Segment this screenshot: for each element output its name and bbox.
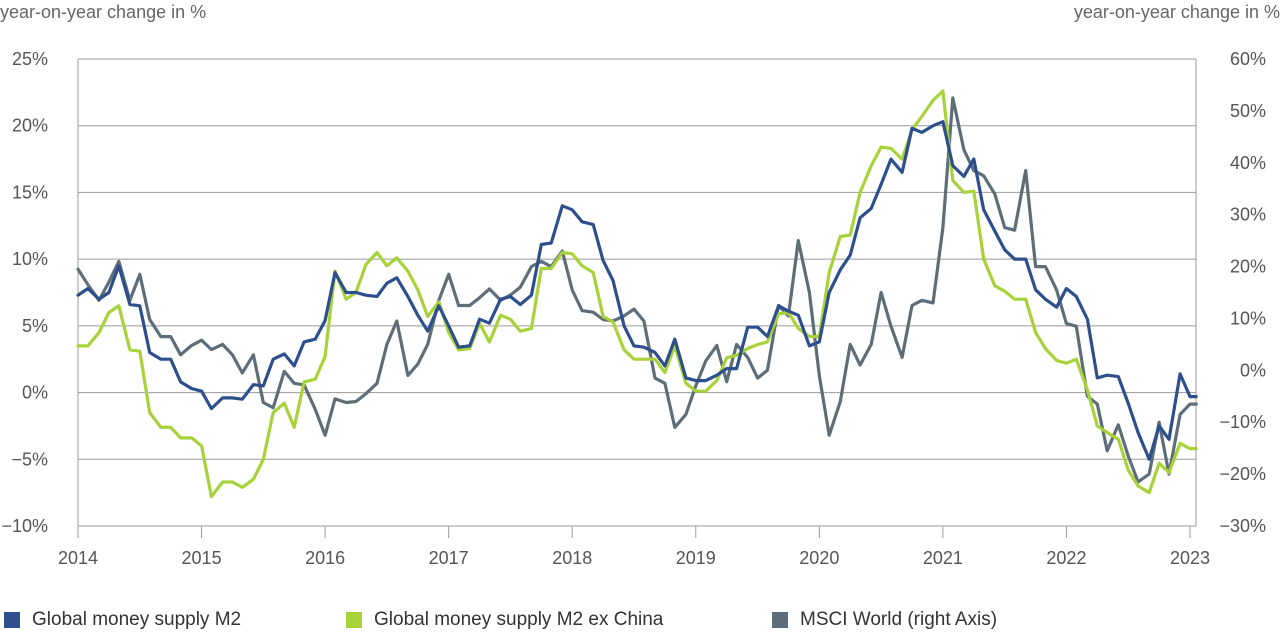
x-tick-label: 2014: [58, 548, 98, 568]
x-tick-label: 2018: [552, 548, 592, 568]
x-tick-label: 2016: [305, 548, 345, 568]
legend-item-m2: Global money supply M2: [4, 609, 241, 631]
right-tick-label: −20%: [1219, 464, 1266, 484]
left-tick-label: −5%: [11, 449, 48, 469]
gridlines: [77, 58, 1197, 527]
left-tick-label: 20%: [12, 116, 48, 136]
legend-item-m2-ex-china: Global money supply M2 ex China: [346, 609, 663, 631]
x-tick-label: 2021: [923, 548, 963, 568]
left-tick-label: 0%: [22, 383, 48, 403]
right-tick-label: 40%: [1230, 153, 1266, 173]
legend-label-msci-world: MSCI World (right Axis): [800, 609, 998, 630]
right-tick-label: 60%: [1230, 49, 1266, 69]
x-tick-label: 2023: [1170, 548, 1210, 568]
left-tick-label: 25%: [12, 49, 48, 69]
legend-label-m2-ex-china: Global money supply M2 ex China: [374, 609, 664, 630]
series-line-2: [76, 96, 1198, 484]
right-tick-label: 50%: [1230, 101, 1266, 121]
legend-label-m2: Global money supply M2: [32, 609, 242, 630]
right-tick-label: 20%: [1230, 257, 1266, 277]
left-tick-label: −10%: [1, 516, 48, 536]
series-line-1: [76, 89, 1198, 499]
legend: Global money supply M2 Global money supp…: [0, 609, 1280, 633]
left-axis-ticks: 25% 20% 15% 10% 5% 0% −5% −10%: [1, 49, 48, 536]
line-chart: 25% 20% 15% 10% 5% 0% −5% −10% 60% 50% 40% 30% 20% 1…: [1, 49, 1266, 568]
left-axis-title: year-on-year change in %: [0, 2, 207, 22]
right-tick-label: 30%: [1230, 205, 1266, 225]
x-tick-label: 2015: [182, 548, 222, 568]
right-tick-label: −10%: [1219, 412, 1266, 432]
left-tick-label: 15%: [12, 182, 48, 202]
series-line-0: [76, 120, 1198, 461]
series-lines: [76, 89, 1198, 499]
right-axis-title: year-on-year change in %: [1073, 2, 1280, 22]
right-axis-ticks: 60% 50% 40% 30% 20% 10% 0% −10% −20% −30%: [1219, 49, 1266, 536]
right-tick-label: 10%: [1230, 308, 1266, 328]
left-tick-label: 5%: [22, 316, 48, 336]
legend-item-msci-world: MSCI World (right Axis): [772, 609, 997, 631]
legend-swatch-m2: [4, 612, 20, 628]
legend-swatch-m2-ex-china: [346, 612, 362, 628]
legend-swatch-msci-world: [772, 612, 788, 628]
left-tick-label: 10%: [12, 249, 48, 269]
x-tick-label: 2020: [799, 548, 839, 568]
x-tick-label: 2017: [429, 548, 469, 568]
right-tick-label: 0%: [1240, 360, 1266, 380]
x-tick-label: 2022: [1046, 548, 1086, 568]
x-axis-ticks: 2014 2015 2016 2017 2018 2019 2020 2021 2022 2023: [58, 526, 1210, 568]
x-tick-label: 2019: [676, 548, 716, 568]
right-tick-label: −30%: [1219, 516, 1266, 536]
